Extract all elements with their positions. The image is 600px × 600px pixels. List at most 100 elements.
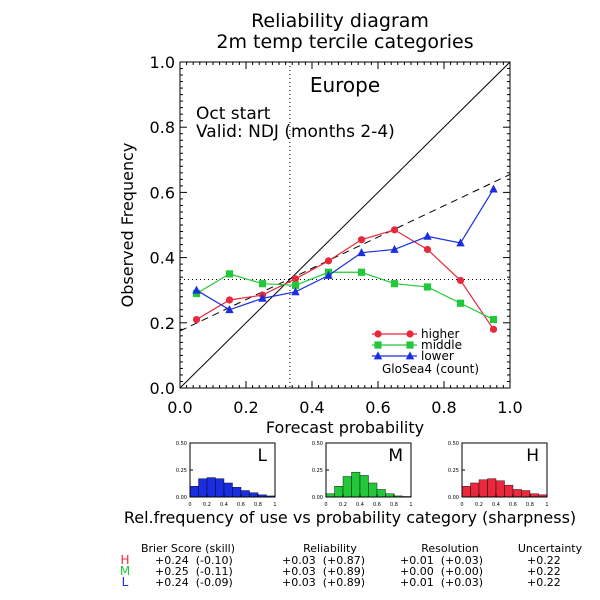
data-point-higher [390, 226, 399, 234]
data-point-higher [225, 296, 234, 304]
series-lower [192, 184, 498, 314]
data-point-lower [291, 287, 300, 296]
data-point-middle [390, 280, 399, 288]
legend-label-lower: lower [421, 349, 454, 363]
data-point-higher [291, 275, 300, 283]
histogram-bar-L [223, 482, 233, 498]
legend-marker-lower [405, 351, 415, 360]
legend-marker-higher [374, 330, 382, 338]
sharpness-panel-M: 0.00 0.25 0.50 0 0.2 0.4 0.6 0.8 1 M [312, 441, 413, 508]
main-axes: 0.00.0 0.2 0.2 0.4 0.4 0.6 0.6 0.8 0.8 1.0 1.0 [150, 53, 523, 417]
histogram-x-tick-label: 0.6 [509, 502, 517, 508]
sharpness-panel-H: 0.00 0.25 0.50 0 0.2 0.4 0.6 0.8 1 H [448, 441, 549, 508]
histogram-bar-H [512, 489, 522, 498]
histogram-x-tick-label: 0.2 [339, 502, 347, 508]
histogram-y-tick-label: 0.50 [312, 441, 323, 447]
data-point-middle [258, 280, 267, 288]
histogram-label-H: H [526, 446, 539, 466]
histogram-y-tick-label: 0.25 [176, 468, 187, 474]
sharpness-panel-L: 0.00 0.25 0.50 0 0.2 0.4 0.6 0.8 1 L [176, 441, 277, 508]
histogram-bar-H [504, 484, 514, 498]
x-tick-label: 0.6 [365, 398, 390, 417]
title-line-1: Reliability diagram [251, 10, 429, 32]
histogram-x-tick-label: 0.8 [390, 502, 398, 508]
data-point-middle [291, 281, 300, 289]
score-resolution: +0.01 (+0.03) [400, 554, 483, 567]
histogram-bar-H [461, 486, 471, 498]
histogram-bar-M [351, 471, 361, 498]
score-reliability: +0.03 (+0.89) [282, 576, 365, 589]
score-uncertainty: +0.22 [527, 554, 561, 567]
data-point-middle [489, 315, 498, 324]
score-row-label: L [122, 575, 129, 589]
legend-marker-lower [373, 351, 383, 360]
score-reliability: +0.03 (+0.89) [282, 565, 365, 578]
title-line-2: 2m temp tercile categories [216, 31, 473, 53]
data-point-lower [225, 305, 234, 314]
y-tick-label: 0.8 [150, 118, 175, 137]
reference-lines [179, 61, 511, 389]
legend-label-middle: middle [421, 338, 462, 352]
perfect-reliability-line [179, 61, 511, 389]
histogram-bar-L [189, 486, 199, 498]
histogram-bar-H [478, 479, 488, 498]
score-row-label: M [120, 564, 130, 578]
score-resolution: +0.01 (+0.03) [400, 576, 483, 589]
histogram-bar-M [359, 475, 369, 498]
series-middle [192, 268, 498, 324]
histogram-label-M: M [388, 446, 403, 466]
histogram-bar-H [487, 478, 497, 498]
histogram-y-tick-label: 0.25 [448, 468, 459, 474]
data-point-lower [258, 293, 267, 302]
legend-marker-middle [374, 341, 382, 349]
histogram-bar-L [206, 477, 216, 498]
main-plot: 0.00.0 0.2 0.2 0.4 0.4 0.6 0.6 0.8 0.8 1.0 1.0 Eur… [118, 53, 523, 437]
score-header: Reliability [303, 542, 357, 555]
histogram-bar-L [198, 478, 208, 498]
score-uncertainty: +0.22 [527, 565, 561, 578]
score-row-label: H [120, 553, 129, 567]
y-tick-label: 0.6 [150, 183, 175, 202]
histogram-x-tick-label: 1 [273, 502, 276, 508]
regression-line [179, 174, 511, 332]
histogram-x-tick-label: 0.2 [475, 502, 483, 508]
data-point-higher [456, 276, 465, 285]
sharpness-panels: 0.000.250.500 0.2 0.4 0.6 0.8 1L0.000.250.500… [176, 441, 549, 508]
y-tick-label: 0.2 [150, 314, 175, 333]
data-point-lower [357, 248, 366, 257]
data-point-higher [423, 245, 432, 254]
series-layer [192, 184, 498, 333]
data-point-lower [324, 270, 333, 279]
histogram-label-L: L [258, 446, 268, 466]
series-line-higher [196, 229, 494, 330]
score-uncertainty: +0.22 [527, 576, 561, 589]
score-header: Brier Score (skill) [141, 542, 235, 555]
histogram-x-tick-label: 0 [188, 502, 191, 508]
histogram-x-tick-label: 0.2 [203, 502, 211, 508]
data-point-lower [456, 238, 465, 247]
histogram-bar-L [249, 492, 259, 498]
histogram-x-tick-label: 0.8 [526, 502, 534, 508]
histogram-bar-L [232, 487, 242, 498]
histogram-x-tick-label: 0.4 [220, 502, 228, 508]
histogram-y-tick-label: 0.50 [176, 441, 187, 447]
data-point-lower [489, 184, 498, 193]
histogram-bar-M [334, 486, 344, 498]
score-resolution: +0.00 (+0.00) [400, 565, 483, 578]
region-label: Europe [310, 73, 380, 97]
y-tick-label: 0.0 [150, 379, 175, 398]
series-higher [192, 226, 498, 333]
series-line-lower [196, 188, 495, 311]
data-point-lower [192, 285, 201, 294]
x-tick-label: 0.8 [431, 398, 456, 417]
series-line-middle [196, 271, 494, 321]
y-tick-label: 1.0 [150, 53, 175, 72]
data-point-lower [390, 244, 399, 253]
data-point-higher [489, 325, 498, 333]
sharpness-caption: Rel.frequency of use vs probability cate… [124, 508, 576, 527]
histogram-bar-M [342, 476, 352, 498]
histogram-y-tick-label: 0.00 [312, 495, 323, 501]
histogram-bar-L [215, 478, 225, 498]
annotation-line-1: Oct start [196, 104, 271, 124]
